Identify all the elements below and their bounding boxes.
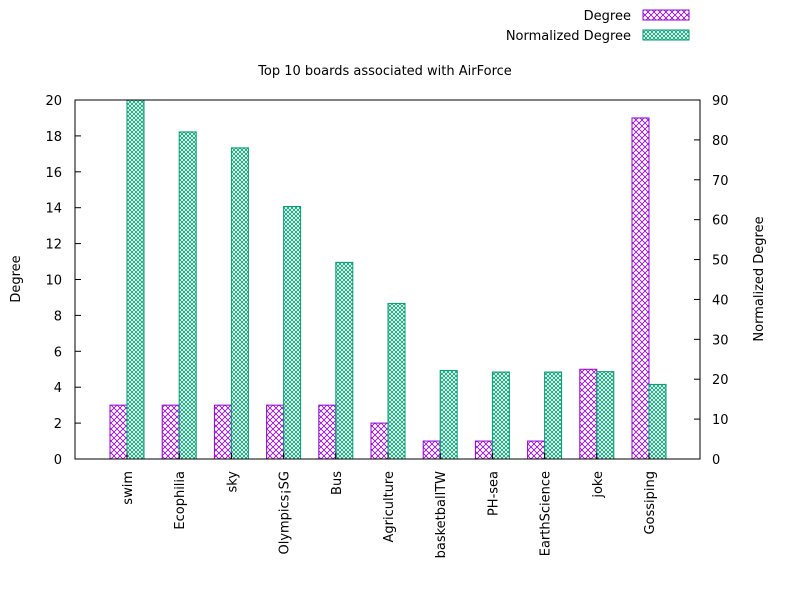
y-tick-label: 0 xyxy=(54,453,62,468)
bar-normalized-degree xyxy=(491,371,510,460)
y2-tick-label: 0 xyxy=(712,453,720,468)
bar-degree xyxy=(370,422,389,460)
x-tick-label: Olympics¡SG xyxy=(278,471,293,555)
x-tick-label: EarthScience xyxy=(539,471,554,556)
y-tick-label: 12 xyxy=(45,238,62,253)
bar-normalized-degree xyxy=(596,371,615,460)
y-tick-label: 14 xyxy=(45,202,62,217)
x-tick-label: swim xyxy=(121,471,136,505)
bar-normalized-degree xyxy=(126,99,145,460)
bar-normalized-degree xyxy=(648,383,667,460)
y2-tick-label: 20 xyxy=(712,373,729,388)
bar-degree xyxy=(631,117,650,460)
y-tick-label: 10 xyxy=(45,274,62,289)
y-tick-label: 8 xyxy=(54,309,62,324)
bar-normalized-degree xyxy=(283,206,302,460)
bar-degree xyxy=(266,404,285,460)
y2-tick-label: 70 xyxy=(712,174,729,189)
x-tick-label: Agriculture xyxy=(382,471,397,543)
y2-tick-label: 30 xyxy=(712,333,729,348)
x-tick-label: Bus xyxy=(330,471,345,495)
legend: Degree Normalized Degree xyxy=(506,9,690,44)
legend-swatch xyxy=(642,29,690,41)
y-tick-label: 16 xyxy=(45,166,62,181)
bar-degree xyxy=(474,440,493,460)
bar-normalized-degree xyxy=(230,147,249,460)
bar-normalized-degree xyxy=(335,261,354,460)
axis-ticks: 0 2 4 6 8 10 12 14 16 18 20 0 10 20 30 40 50 60 70 80 90 swim… xyxy=(45,94,728,558)
y-tick-label: 2 xyxy=(54,417,62,432)
bar-normalized-degree xyxy=(439,369,458,460)
y2-tick-label: 40 xyxy=(712,293,729,308)
y2-tick-label: 10 xyxy=(712,413,729,428)
chart-title: Top 10 boards associated with AirForce xyxy=(257,64,512,79)
y2-tick-label: 50 xyxy=(712,254,729,269)
y-tick-label: 20 xyxy=(45,94,62,109)
x-tick-label: sky xyxy=(225,471,240,493)
bar-normalized-degree xyxy=(544,371,563,460)
x-tick-label: basketballTW xyxy=(434,471,449,559)
bar-degree xyxy=(527,440,546,460)
bar-normalized-degree xyxy=(387,302,406,460)
y-tick-label: 6 xyxy=(54,345,62,360)
bar-normalized-degree xyxy=(178,131,197,460)
y-tick-label: 18 xyxy=(45,130,62,145)
y2-tick-label: 80 xyxy=(712,134,729,149)
legend-label: Normalized Degree xyxy=(506,29,631,44)
y2-tick-label: 90 xyxy=(712,94,729,109)
bar-degree xyxy=(579,368,598,460)
x-tick-label: Ecophilia xyxy=(173,471,188,530)
legend-label: Degree xyxy=(584,9,631,24)
x-tick-label: joke xyxy=(591,471,606,499)
plot-frame xyxy=(74,99,701,460)
bar-degree xyxy=(161,404,180,460)
bar-degree xyxy=(109,404,128,460)
y-tick-label: 4 xyxy=(54,381,62,396)
bar-degree xyxy=(422,440,441,460)
bars xyxy=(109,99,667,460)
y2-axis-label: Normalized Degree xyxy=(752,216,767,341)
x-tick-label: PH-sea xyxy=(486,471,501,516)
y2-tick-label: 60 xyxy=(712,214,729,229)
bar-degree xyxy=(318,404,337,460)
y-axis-label: Degree xyxy=(9,255,24,302)
x-tick-label: Gossiping xyxy=(643,471,658,535)
legend-swatch xyxy=(642,9,690,21)
bar-degree xyxy=(213,404,232,460)
